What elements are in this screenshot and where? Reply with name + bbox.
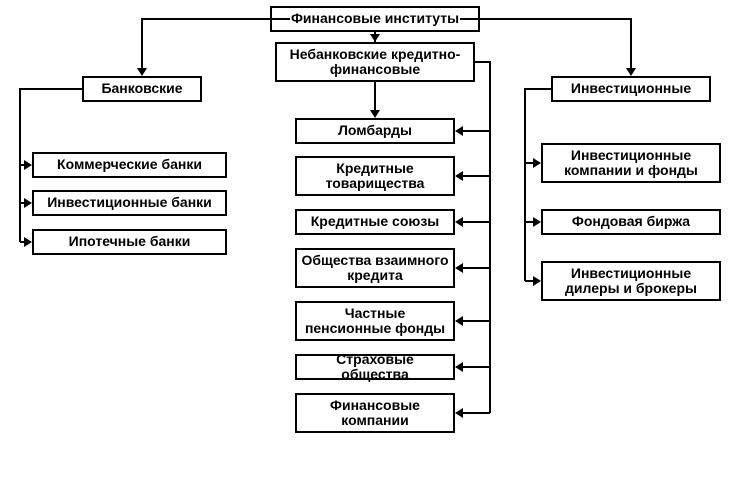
node-b3: Ипотечные банки xyxy=(32,229,227,255)
node-n1: Ломбарды xyxy=(295,118,455,144)
node-b2: Инвестиционные банки xyxy=(32,190,227,216)
node-n3: Кредитные союзы xyxy=(295,209,455,235)
node-n2: Кредитные товарищества xyxy=(295,156,455,196)
node-nonbank: Небанковские кредитно-финансовые xyxy=(275,42,475,82)
node-n7: Финансовые компании xyxy=(295,393,455,433)
node-i3: Инвестиционные дилеры и брокеры xyxy=(541,261,721,301)
node-bank: Банковские xyxy=(82,76,202,102)
node-invest: Инвестиционные xyxy=(551,76,711,102)
node-n4: Общества взаимного кредита xyxy=(295,248,455,288)
node-n5: Частные пенсионные фонды xyxy=(295,301,455,341)
node-root: Финансовые институты xyxy=(270,6,480,32)
node-n6: Страховые общества xyxy=(295,354,455,380)
node-b1: Коммерческие банки xyxy=(32,152,227,178)
node-i2: Фондовая биржа xyxy=(541,209,721,235)
node-i1: Инвестиционные компании и фонды xyxy=(541,143,721,183)
